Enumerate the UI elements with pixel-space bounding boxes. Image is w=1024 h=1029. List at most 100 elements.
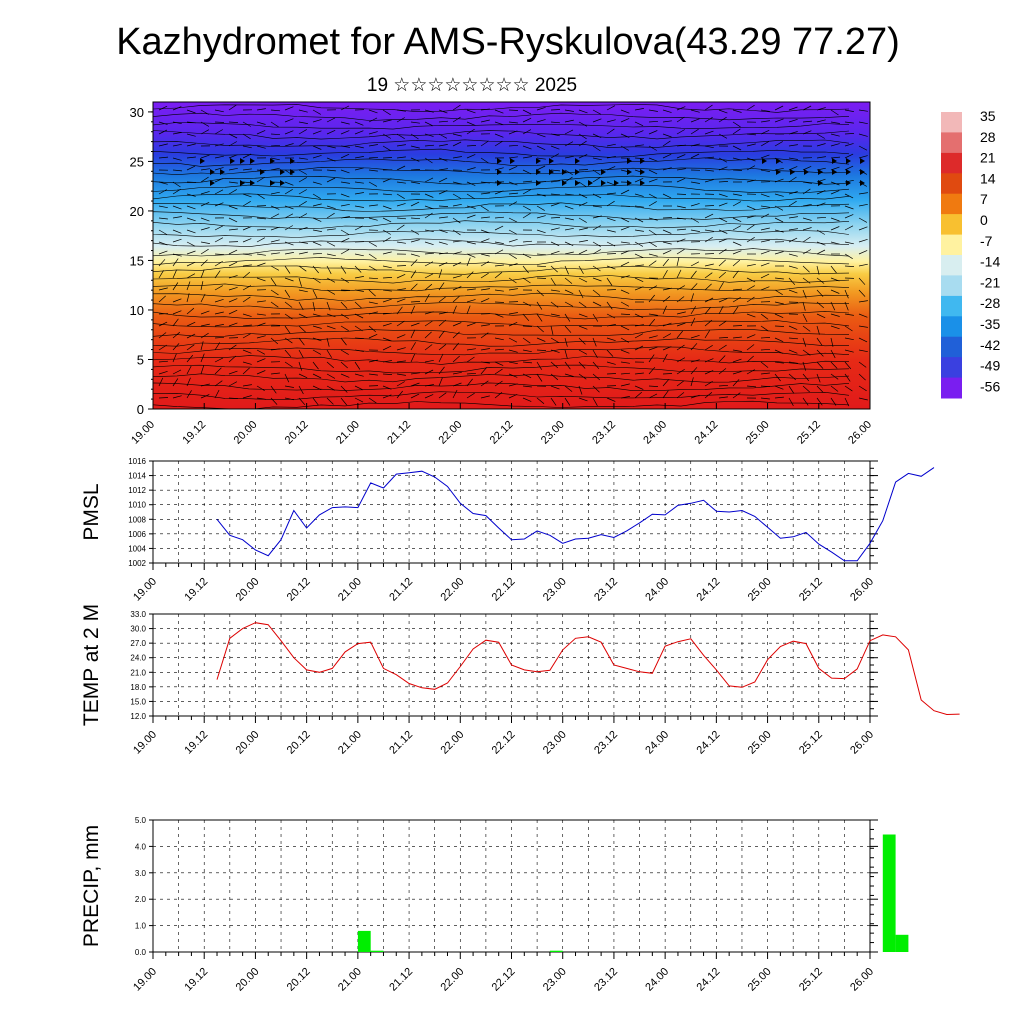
x-tick-label: 22.12 bbox=[490, 576, 518, 604]
x-tick-label: 19.00 bbox=[131, 966, 159, 994]
y-tick-label: 1010 bbox=[128, 501, 146, 510]
x-tick-label: 19.12 bbox=[182, 576, 210, 604]
x-tick-label: 19.00 bbox=[131, 729, 159, 757]
x-tick-label: 25.00 bbox=[746, 966, 774, 994]
x-tick-label: 22.00 bbox=[438, 729, 466, 757]
colorbar-swatch bbox=[941, 316, 962, 337]
colorbar-label: -14 bbox=[980, 254, 1000, 270]
x-tick-label: 20.12 bbox=[283, 419, 311, 447]
x-tick-label: 19.12 bbox=[180, 419, 208, 447]
x-tick-label: 26.00 bbox=[846, 419, 874, 447]
y-tick-label: 1014 bbox=[128, 472, 146, 481]
colorbar-label: -42 bbox=[980, 337, 1000, 353]
colorbar-label: 28 bbox=[980, 129, 996, 145]
x-tick-label: 20.00 bbox=[234, 576, 262, 604]
colorbar-swatch bbox=[941, 194, 962, 215]
x-tick-label: 20.12 bbox=[285, 966, 313, 994]
x-tick-label: 21.12 bbox=[387, 576, 415, 604]
x-tick-label: 22.00 bbox=[436, 419, 464, 447]
wind-barb bbox=[663, 374, 672, 375]
y-tick-label: 1016 bbox=[128, 457, 146, 466]
wind-barb bbox=[607, 290, 616, 291]
colorbar-swatch bbox=[941, 214, 962, 235]
x-tick-label: 24.00 bbox=[643, 576, 671, 604]
wind-barb bbox=[187, 182, 196, 183]
wind-barb bbox=[509, 110, 518, 111]
grid-lines bbox=[153, 820, 870, 952]
y-axis-label: PRECIP, mm bbox=[80, 825, 103, 947]
colorbar-label: 0 bbox=[980, 212, 988, 228]
x-tick-label: 23.00 bbox=[541, 966, 569, 994]
x-tick-label: 23.12 bbox=[592, 576, 620, 604]
y-tick-label: 12.0 bbox=[130, 712, 146, 721]
wind-barb bbox=[215, 122, 224, 123]
y-tick-label: 18.0 bbox=[130, 683, 146, 692]
wind-barb bbox=[705, 254, 714, 255]
y-axis-label: PMSL bbox=[80, 483, 103, 540]
x-tick-label: 20.00 bbox=[234, 966, 262, 994]
x-tick-label: 23.00 bbox=[541, 729, 569, 757]
colorbar-swatch bbox=[941, 296, 962, 317]
x-tick-label: 24.12 bbox=[695, 966, 723, 994]
x-tick-label: 20.00 bbox=[234, 729, 262, 757]
grid-lines bbox=[153, 461, 870, 563]
colorbar-label: -28 bbox=[980, 295, 1000, 311]
colorbar-swatch bbox=[941, 173, 962, 194]
y-tick-label: 15.0 bbox=[130, 697, 146, 706]
x-tick-label: 19.00 bbox=[129, 419, 157, 447]
x-tick-label: 22.12 bbox=[488, 419, 516, 447]
colorbar-label: 14 bbox=[980, 170, 996, 186]
wind-barb bbox=[551, 110, 560, 111]
y-tick-label: 10 bbox=[130, 303, 144, 318]
colorbar-swatch bbox=[941, 275, 962, 296]
colorbar-label: -56 bbox=[980, 378, 1000, 394]
y-tick-label: 5 bbox=[137, 352, 144, 367]
wind-barb bbox=[733, 326, 742, 327]
x-tick-label: 26.00 bbox=[848, 966, 876, 994]
colorbar-swatch bbox=[941, 255, 962, 276]
x-tick-label: 23.00 bbox=[539, 419, 567, 447]
x-tick-label: 25.00 bbox=[746, 729, 774, 757]
colorbar-swatch bbox=[941, 132, 962, 153]
wind-barb bbox=[579, 170, 588, 171]
y-tick-label: 27.0 bbox=[130, 639, 146, 648]
x-tick-label: 22.12 bbox=[490, 966, 518, 994]
y-tick-label: 2.0 bbox=[135, 895, 147, 904]
y-tick-label: 3.0 bbox=[135, 869, 147, 878]
x-tick-label: 25.12 bbox=[797, 729, 825, 757]
precip-bar bbox=[358, 931, 371, 952]
y-tick-label: 1006 bbox=[128, 530, 146, 539]
y-tick-label: 1012 bbox=[128, 486, 146, 495]
y-tick-label: 4.0 bbox=[135, 842, 147, 851]
y-tick-label: 1.0 bbox=[135, 922, 147, 931]
x-tick-label: 22.00 bbox=[438, 966, 466, 994]
colorbar-swatch bbox=[941, 112, 962, 133]
x-tick-label: 24.12 bbox=[693, 419, 721, 447]
x-tick-label: 22.00 bbox=[438, 576, 466, 604]
x-tick-label: 20.12 bbox=[285, 576, 313, 604]
wind-barb bbox=[705, 206, 714, 207]
colorbar-label: 35 bbox=[980, 108, 996, 124]
x-tick-label: 24.12 bbox=[695, 729, 723, 757]
y-axis-label: TEMP at 2 M bbox=[80, 604, 103, 726]
x-tick-label: 25.12 bbox=[797, 966, 825, 994]
x-tick-label: 23.12 bbox=[592, 729, 620, 757]
x-tick-label: 21.00 bbox=[336, 576, 364, 604]
precip-bar bbox=[550, 951, 563, 952]
x-tick-label: 23.12 bbox=[592, 966, 620, 994]
x-tick-label: 19.12 bbox=[182, 729, 210, 757]
colorbar-label: -49 bbox=[980, 358, 1000, 374]
x-tick-label: 25.12 bbox=[797, 576, 825, 604]
chart-subtitle: 19 ☆☆☆☆☆☆☆☆ 2025 bbox=[367, 75, 577, 96]
y-tick-label: 1002 bbox=[128, 559, 146, 568]
precip-bar bbox=[371, 951, 384, 952]
x-tick-label: 25.00 bbox=[744, 419, 772, 447]
x-tick-label: 26.00 bbox=[848, 576, 876, 604]
x-tick-label: 20.00 bbox=[232, 419, 260, 447]
